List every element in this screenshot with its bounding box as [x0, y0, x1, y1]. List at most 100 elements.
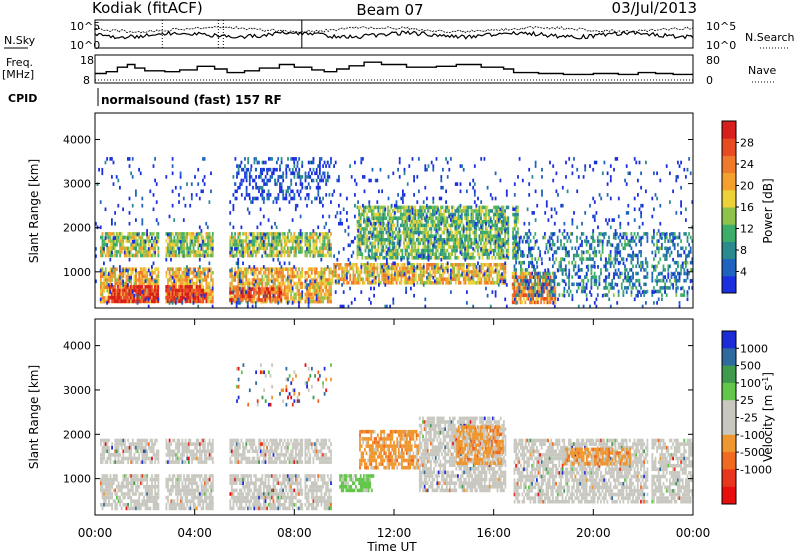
- heatmap-cell: [401, 220, 404, 224]
- heatmap-cell: [111, 246, 113, 251]
- heatmap-cell: [630, 278, 633, 283]
- heatmap-cell: [168, 288, 171, 293]
- heatmap-cell: [462, 256, 465, 260]
- heatmap-cell: [273, 294, 276, 299]
- heatmap-cell: [371, 223, 373, 228]
- heatmap-cell: [446, 234, 449, 238]
- heatmap-cell: [274, 299, 276, 304]
- heatmap-cell: [425, 238, 428, 242]
- heatmap-cell: [130, 295, 132, 300]
- heatmap-cell: [165, 292, 168, 297]
- heatmap-cell: [183, 242, 185, 247]
- heatmap-cell: [522, 289, 525, 294]
- heatmap-cell: [400, 263, 403, 267]
- heatmap-cell: [194, 274, 197, 279]
- heatmap-cell: [278, 287, 281, 291]
- heatmap-cell: [521, 282, 524, 287]
- heatmap-cell: [106, 278, 109, 282]
- heatmap-cell: [277, 290, 279, 295]
- heatmap-cell: [194, 239, 197, 243]
- heatmap-cell: [627, 253, 630, 258]
- heatmap-cell: [476, 212, 479, 217]
- heatmap-cell: [275, 239, 278, 243]
- heatmap-cell: [465, 248, 468, 253]
- heatmap-cell: [130, 292, 132, 296]
- heatmap-cell: [111, 278, 113, 282]
- heatmap-cell: [432, 281, 435, 285]
- heatmap-cell: [280, 242, 283, 247]
- heatmap-cell: [189, 232, 192, 236]
- heatmap-cell: [293, 239, 296, 243]
- heatmap-cell: [285, 242, 288, 247]
- heatmap-cell: [554, 300, 557, 305]
- heatmap-cell: [151, 232, 153, 236]
- heatmap-cell: [256, 250, 259, 254]
- heatmap-cell: [526, 235, 529, 240]
- heatmap-cell: [146, 271, 149, 275]
- heatmap-cell: [585, 250, 588, 254]
- heatmap-cell: [298, 232, 300, 236]
- heatmap-cell: [504, 209, 506, 213]
- heatmap-cell: [290, 232, 292, 236]
- heatmap-cell: [468, 238, 471, 242]
- heatmap-cell: [542, 282, 545, 287]
- heatmap-cell: [104, 281, 107, 286]
- heatmap-cell: [372, 209, 375, 213]
- heatmap-cell: [152, 242, 155, 247]
- heatmap-cell: [258, 281, 260, 286]
- heatmap-cell: [391, 209, 394, 213]
- heatmap-cell: [563, 268, 566, 272]
- heatmap-cell: [496, 209, 498, 213]
- heatmap-cell: [280, 175, 283, 179]
- heatmap-cell: [119, 242, 121, 247]
- heatmap-cell: [657, 250, 660, 254]
- heatmap-cell: [251, 250, 254, 254]
- heatmap-cell: [280, 185, 283, 190]
- heatmap-cell: [280, 246, 283, 251]
- heatmap-cell: [603, 264, 606, 269]
- heatmap-cell: [669, 235, 671, 240]
- heatmap-cell: [408, 266, 411, 271]
- heatmap-cell: [454, 209, 457, 213]
- heatmap-cell: [667, 286, 670, 290]
- heatmap-cell: [248, 281, 251, 286]
- heatmap-cell: [372, 252, 375, 256]
- heatmap-cell: [291, 235, 294, 240]
- heatmap-cell: [234, 235, 236, 240]
- heatmap-cell: [580, 268, 583, 272]
- heatmap-cell: [481, 223, 484, 228]
- heatmap-cell: [504, 238, 506, 242]
- heatmap-cell: [454, 263, 457, 267]
- cpid-text: normalsound (fast) 157 RF: [101, 93, 282, 107]
- heatmap-cell: [121, 292, 124, 296]
- heatmap-cell: [524, 293, 527, 297]
- heatmap-cell: [317, 250, 320, 254]
- heatmap-cell: [624, 242, 626, 247]
- heatmap-cell: [640, 239, 642, 243]
- heatmap-cell: [248, 250, 251, 254]
- heatmap-cell: [278, 298, 281, 302]
- heatmap-cell: [264, 242, 267, 247]
- heatmap-cell: [242, 281, 244, 286]
- heatmap-cell: [561, 268, 564, 272]
- heatmap-cell: [494, 281, 497, 285]
- heatmap-cell: [283, 246, 286, 251]
- heatmap-cell: [438, 216, 441, 220]
- heatmap-cell: [406, 223, 409, 228]
- heatmap-cell: [475, 234, 478, 238]
- heatmap-cell: [500, 245, 503, 249]
- heatmap-cell: [298, 175, 301, 179]
- heatmap-cell: [235, 253, 238, 258]
- heatmap-cell: [429, 281, 432, 285]
- heatmap-cell: [492, 234, 495, 238]
- heatmap-cell: [398, 238, 401, 242]
- heatmap-cell: [544, 282, 546, 287]
- heatmap-cell: [477, 281, 480, 285]
- heatmap-cell: [548, 271, 551, 276]
- heatmap-cell: [635, 242, 638, 247]
- heatmap-cell: [411, 234, 413, 238]
- heatmap-cell: [147, 288, 150, 293]
- heatmap-cell: [178, 253, 181, 258]
- heatmap-cell: [404, 227, 407, 231]
- heatmap-cell: [95, 279, 97, 284]
